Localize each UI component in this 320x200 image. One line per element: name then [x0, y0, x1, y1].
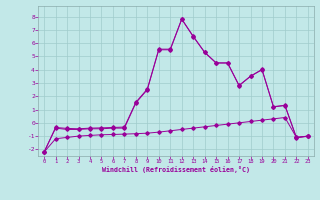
X-axis label: Windchill (Refroidissement éolien,°C): Windchill (Refroidissement éolien,°C) — [102, 166, 250, 173]
